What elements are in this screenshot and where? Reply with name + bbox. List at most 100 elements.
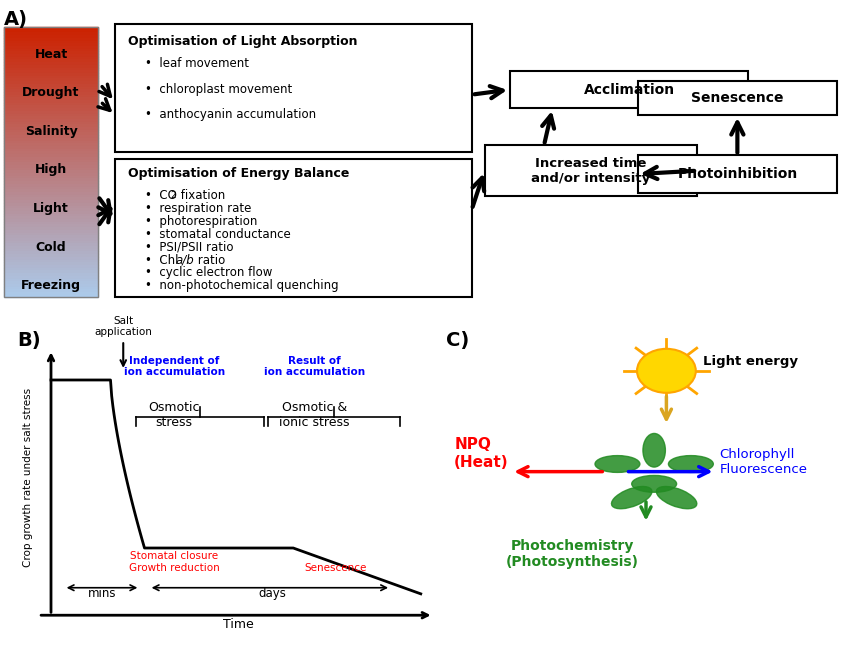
- Text: Heat: Heat: [34, 47, 68, 60]
- Text: fixation: fixation: [177, 189, 225, 202]
- Text: Cold: Cold: [36, 240, 66, 254]
- Bar: [638, 155, 837, 192]
- Bar: [4, 227, 98, 230]
- Text: Time: Time: [223, 618, 253, 630]
- Bar: [4, 238, 98, 240]
- Bar: [4, 75, 98, 79]
- Text: Light: Light: [33, 202, 69, 215]
- Bar: [4, 30, 98, 32]
- Bar: [4, 119, 98, 122]
- Bar: [4, 105, 98, 108]
- Bar: [4, 189, 98, 192]
- Bar: [4, 60, 98, 62]
- Bar: [4, 57, 98, 60]
- Ellipse shape: [656, 486, 697, 509]
- Bar: [4, 32, 98, 35]
- Text: a/b: a/b: [176, 254, 195, 266]
- Ellipse shape: [632, 475, 677, 492]
- Bar: [4, 135, 98, 138]
- Bar: [4, 278, 98, 281]
- Text: Chlorophyll
Fluorescence: Chlorophyll Fluorescence: [719, 448, 808, 476]
- Bar: [4, 138, 98, 140]
- Text: Acclimation: Acclimation: [583, 83, 675, 97]
- Text: •  Chl: • Chl: [144, 254, 182, 266]
- Bar: [4, 100, 98, 103]
- Bar: [4, 294, 98, 298]
- Text: Senescence: Senescence: [691, 91, 784, 105]
- Bar: [4, 62, 98, 65]
- Bar: [4, 49, 98, 51]
- Text: •  CO: • CO: [144, 189, 177, 202]
- Bar: [4, 243, 98, 246]
- Bar: [4, 127, 98, 130]
- Text: Osmotic
stress: Osmotic stress: [149, 401, 200, 430]
- Bar: [4, 249, 98, 252]
- Bar: [4, 205, 98, 208]
- Bar: [4, 111, 98, 114]
- Bar: [4, 284, 98, 287]
- Bar: [4, 230, 98, 233]
- Bar: [4, 44, 98, 46]
- Bar: [4, 198, 98, 200]
- Bar: [4, 124, 98, 127]
- Bar: [4, 259, 98, 263]
- Text: •  cyclic electron flow: • cyclic electron flow: [144, 266, 272, 280]
- Bar: [4, 143, 98, 146]
- Text: •  chloroplast movement: • chloroplast movement: [144, 83, 292, 96]
- Bar: [4, 268, 98, 270]
- Bar: [4, 79, 98, 81]
- Text: High: High: [35, 163, 67, 176]
- Text: •  stomatal conductance: • stomatal conductance: [144, 227, 290, 240]
- Bar: [4, 51, 98, 54]
- Text: Salinity: Salinity: [25, 125, 77, 138]
- Bar: [4, 219, 98, 222]
- Text: Drought: Drought: [22, 86, 80, 99]
- Text: Photoinhibition: Photoinhibition: [677, 167, 797, 181]
- Ellipse shape: [643, 434, 666, 467]
- Text: Senescence: Senescence: [304, 564, 367, 573]
- Circle shape: [638, 350, 695, 392]
- Bar: [4, 92, 98, 95]
- Text: B): B): [17, 331, 41, 350]
- Bar: [4, 184, 98, 187]
- Text: Salt
application: Salt application: [94, 316, 152, 337]
- Bar: [4, 240, 98, 243]
- Ellipse shape: [595, 456, 640, 473]
- Bar: [4, 254, 98, 257]
- Text: •  anthocyanin accumulation: • anthocyanin accumulation: [144, 108, 315, 121]
- Bar: [4, 170, 98, 173]
- Bar: [4, 86, 98, 89]
- Text: Optimisation of Light Absorption: Optimisation of Light Absorption: [128, 36, 357, 49]
- Text: Optimisation of Energy Balance: Optimisation of Energy Balance: [128, 167, 348, 180]
- Text: Osmotic &
ionic stress: Osmotic & ionic stress: [280, 401, 349, 430]
- Bar: [4, 179, 98, 181]
- Bar: [638, 81, 837, 115]
- Ellipse shape: [668, 456, 713, 473]
- Ellipse shape: [611, 486, 652, 509]
- Bar: [4, 70, 98, 73]
- Bar: [4, 159, 98, 162]
- Text: NPQ
(Heat): NPQ (Heat): [454, 437, 509, 469]
- Bar: [4, 98, 98, 100]
- Bar: [4, 176, 98, 179]
- Text: Light energy: Light energy: [703, 355, 798, 368]
- Text: Crop growth rate under salt stress: Crop growth rate under salt stress: [23, 388, 32, 567]
- Text: mins: mins: [88, 587, 116, 600]
- Text: C): C): [446, 331, 469, 350]
- Text: A): A): [4, 10, 28, 29]
- Bar: [4, 181, 98, 184]
- Text: ratio: ratio: [194, 254, 225, 266]
- Bar: [4, 35, 98, 38]
- Bar: [4, 40, 98, 44]
- Bar: [4, 89, 98, 92]
- Bar: [4, 165, 98, 168]
- Text: Increased time
and/or intensity: Increased time and/or intensity: [531, 157, 650, 185]
- Bar: [4, 81, 98, 84]
- Bar: [4, 173, 98, 176]
- Bar: [4, 108, 98, 111]
- Bar: [4, 214, 98, 216]
- Bar: [4, 281, 98, 284]
- Bar: [4, 211, 98, 214]
- Text: •  leaf movement: • leaf movement: [144, 57, 248, 70]
- Bar: [4, 233, 98, 235]
